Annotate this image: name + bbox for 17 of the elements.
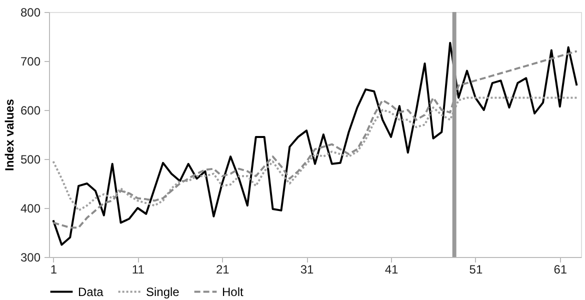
y-tick-label: 300 — [20, 250, 41, 264]
x-tick-label: 51 — [469, 262, 483, 276]
x-tick-label: 41 — [384, 262, 398, 276]
x-tick-label: 21 — [216, 262, 230, 276]
y-tick-label: 500 — [20, 152, 41, 166]
x-tick-label: 31 — [300, 262, 314, 276]
legend-label: Single — [146, 284, 180, 299]
y-tick-label: 800 — [20, 6, 41, 20]
legend-label: Holt — [222, 284, 244, 299]
y-tick-label: 600 — [20, 104, 41, 118]
x-tick-label: 1 — [50, 262, 58, 276]
y-tick-label: 700 — [20, 54, 41, 68]
y-tick-label: 400 — [20, 202, 41, 216]
legend-label: Data — [78, 284, 104, 299]
x-tick-label: 61 — [554, 262, 568, 276]
y-axis-title: Index values — [2, 98, 16, 172]
x-tick-label: 11 — [132, 262, 145, 276]
